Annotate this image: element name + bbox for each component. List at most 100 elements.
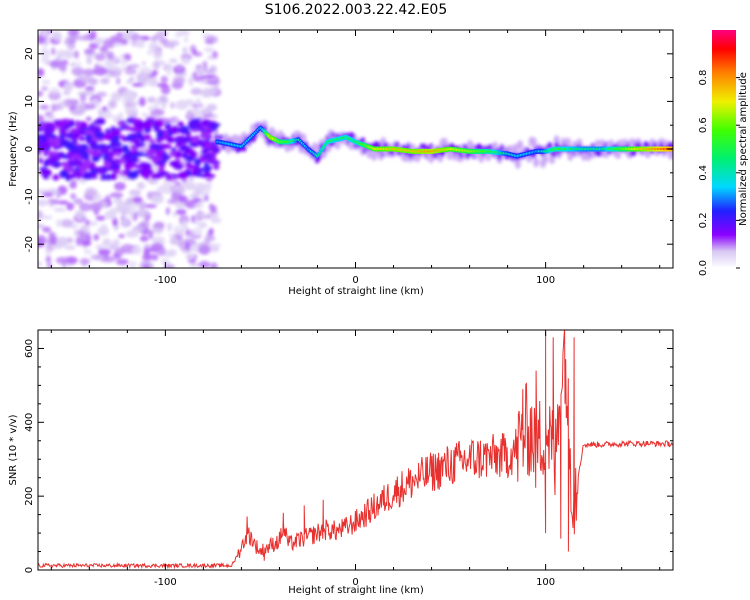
noise-blob bbox=[106, 50, 112, 60]
noise-blob bbox=[70, 109, 85, 116]
y-tick-label: 10 bbox=[24, 95, 35, 108]
band-blob bbox=[185, 149, 195, 155]
band-blob bbox=[199, 173, 204, 178]
noise-band bbox=[38, 117, 221, 181]
noise-blob bbox=[166, 222, 173, 232]
noise-blob bbox=[152, 33, 164, 40]
noise-blob bbox=[45, 255, 52, 264]
noise-blob bbox=[198, 260, 211, 268]
noise-blob bbox=[85, 116, 92, 122]
noise-blob bbox=[147, 49, 152, 56]
noise-blob bbox=[38, 91, 44, 97]
noise-blob bbox=[103, 38, 116, 49]
band-blob bbox=[181, 152, 188, 159]
band-blob bbox=[170, 151, 177, 155]
noise-blob bbox=[183, 185, 196, 191]
noise-blob bbox=[89, 30, 97, 40]
noise-blob bbox=[38, 36, 45, 45]
noise-blob bbox=[84, 187, 97, 197]
noise-blob bbox=[131, 226, 144, 232]
noise-blob bbox=[64, 82, 72, 90]
band-blob bbox=[79, 148, 86, 154]
noise-blob bbox=[175, 209, 187, 216]
band-blob bbox=[38, 167, 47, 171]
noise-blob bbox=[69, 180, 77, 190]
x-tick-label: 0 bbox=[352, 577, 358, 588]
band-blob bbox=[191, 138, 198, 143]
band-blob bbox=[92, 121, 99, 125]
noise-blob bbox=[161, 103, 166, 109]
y-tick-label: -10 bbox=[24, 188, 35, 204]
band-blob bbox=[72, 140, 78, 144]
band-blob bbox=[79, 165, 87, 174]
noise-blob bbox=[69, 62, 77, 68]
noise-blob bbox=[126, 199, 135, 204]
band-blob bbox=[59, 138, 68, 146]
noise-blob bbox=[124, 102, 137, 107]
noise-blob bbox=[99, 46, 108, 53]
noise-blob bbox=[63, 39, 69, 45]
noise-blob bbox=[116, 201, 128, 211]
noise-blob bbox=[118, 111, 123, 122]
band-blob bbox=[57, 153, 64, 158]
colorbar-ticks: 0.0 0.2 0.4 0.6 0.8 bbox=[698, 70, 740, 276]
band-blob bbox=[166, 136, 174, 144]
noise-blob bbox=[46, 61, 51, 66]
noise-blob bbox=[204, 194, 209, 202]
noise-blob bbox=[120, 243, 135, 254]
band-blob bbox=[94, 133, 104, 138]
band-blob bbox=[40, 122, 46, 130]
band-blob bbox=[40, 170, 51, 174]
noise-blob bbox=[124, 68, 137, 75]
noise-blob bbox=[52, 31, 63, 42]
noise-blobs bbox=[38, 30, 222, 268]
noise-blob bbox=[213, 83, 220, 89]
noise-blob bbox=[131, 246, 143, 255]
noise-blob bbox=[204, 39, 215, 45]
noise-blob bbox=[64, 245, 76, 250]
noise-blob bbox=[38, 68, 45, 77]
noise-blob bbox=[189, 230, 195, 238]
noise-blob bbox=[144, 204, 158, 209]
noise-blob bbox=[170, 184, 185, 193]
band-blob bbox=[185, 137, 190, 143]
noise-blob bbox=[204, 88, 219, 95]
band-blob bbox=[177, 121, 184, 127]
noise-blob bbox=[150, 253, 159, 261]
noise-blob bbox=[40, 47, 48, 53]
band-blob bbox=[76, 129, 88, 136]
colorbar-label: Normalized spectral amplitude bbox=[738, 72, 749, 226]
noise-blob bbox=[174, 103, 184, 109]
noise-blob bbox=[116, 77, 121, 85]
noise-blob bbox=[38, 223, 45, 229]
noise-blob bbox=[48, 87, 61, 94]
noise-blob bbox=[79, 258, 91, 265]
noise-blob bbox=[86, 54, 93, 65]
band-blob bbox=[79, 136, 86, 141]
band-blob bbox=[134, 152, 145, 157]
noise-blob bbox=[192, 49, 197, 55]
band-blob bbox=[85, 134, 92, 143]
noise-blob bbox=[204, 69, 212, 75]
noise-blob bbox=[104, 210, 117, 220]
band-blob bbox=[203, 154, 213, 159]
band-blob bbox=[49, 134, 57, 139]
noise-blob bbox=[165, 207, 171, 216]
noise-blob bbox=[94, 37, 103, 46]
noise-blob bbox=[100, 223, 108, 234]
heatmap-ylabel: Frequency (Hz) bbox=[8, 111, 19, 187]
band-blob bbox=[97, 168, 104, 175]
noise-blob bbox=[115, 258, 129, 266]
band-blob bbox=[42, 133, 50, 140]
noise-blob bbox=[49, 60, 63, 68]
band-blob bbox=[158, 171, 170, 177]
noise-blob bbox=[208, 203, 214, 210]
noise-blob bbox=[141, 60, 146, 67]
y-tick-label: 20 bbox=[24, 47, 35, 60]
noise-blob bbox=[169, 237, 180, 245]
noise-blob bbox=[60, 218, 74, 228]
noise-blob bbox=[122, 216, 129, 225]
colorbar-tick-label: 0.2 bbox=[698, 212, 709, 228]
colorbar-tick-label: 0.8 bbox=[698, 70, 709, 86]
